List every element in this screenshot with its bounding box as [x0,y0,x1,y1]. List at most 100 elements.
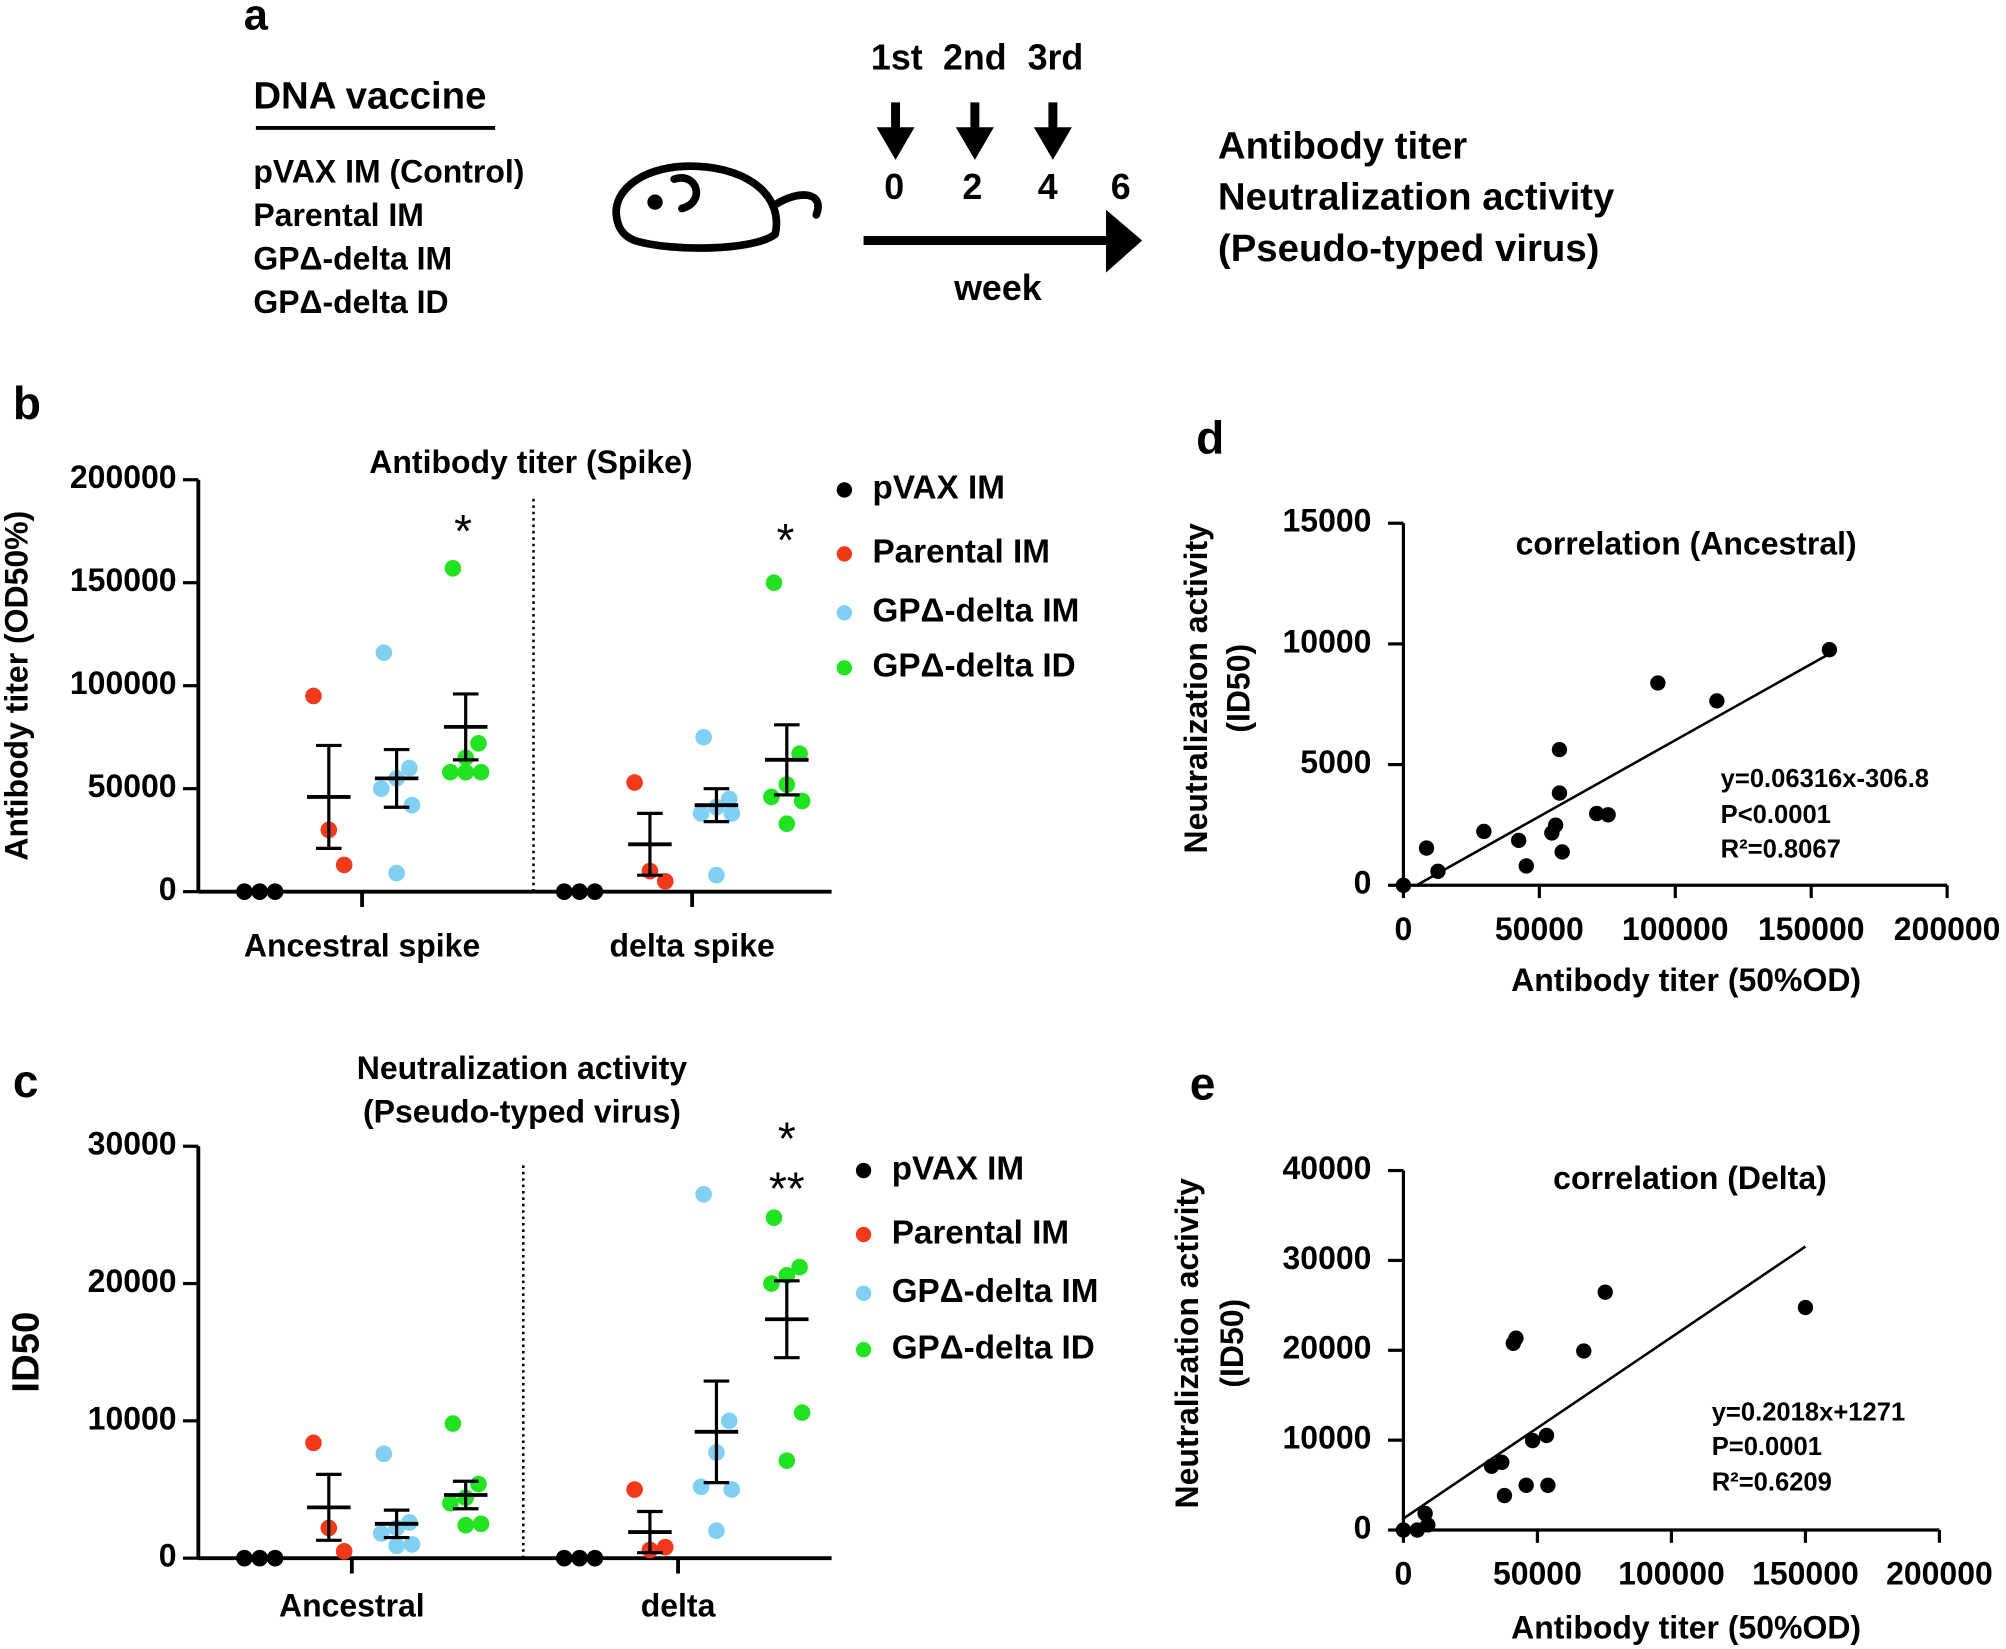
data-dot [266,1549,284,1567]
data-dot [793,792,811,810]
legend-label: pVAX IM [873,470,1005,507]
chart-title: correlation (Ancestral) [1516,526,1857,562]
data-dot [305,687,322,705]
data-point [1417,1505,1433,1522]
y-tick-label: 150000 [70,562,177,598]
chart-title: correlation (Delta) [1553,1160,1827,1196]
data-dot [472,1515,490,1533]
data-dot [457,763,475,781]
data-point [1709,693,1725,709]
data-point [1576,1343,1592,1359]
x-tick-label: delta [641,1588,716,1624]
y-tick-label: 10000 [1283,1420,1372,1456]
data-dot [692,1478,710,1496]
data-dot [266,883,284,900]
legend-marker [855,1162,872,1179]
data-dot [571,883,588,900]
legend-marker [836,660,853,676]
panel-label: a [244,0,269,39]
group-label: GPΔ-delta IM [253,240,452,276]
data-dot [695,728,712,746]
y-tick-label: 5000 [1300,744,1371,780]
data-dot [375,644,393,662]
y-tick-label: 200000 [70,459,177,495]
data-dot [388,1537,405,1555]
data-dot [695,1185,712,1203]
data-dot [470,1475,487,1493]
data-dot [720,1412,738,1430]
y-tick-label: 0 [1354,1509,1372,1545]
data-point [1547,817,1564,833]
week-label: week [953,268,1042,308]
data-dot [403,1536,421,1553]
data-point [1395,877,1412,893]
y-tick-label: 10000 [88,1400,177,1436]
data-dot [335,1542,353,1560]
data-point [1524,1432,1541,1449]
x-tick-label: 50000 [1493,1556,1582,1592]
data-dot [778,1452,796,1469]
equation: P<0.0001 [1721,801,1831,829]
data-point [1551,741,1568,758]
data-point [1511,832,1527,849]
data-dot [793,1404,811,1421]
equation: P=0.0001 [1712,1433,1822,1461]
data-dot [586,883,604,900]
dose-label: 1st [871,38,923,78]
x-tick-label: 0 [1395,1556,1413,1592]
data-dot [335,856,353,874]
panel-label: d [1196,412,1224,464]
y-axis-label: Antibody titer (OD50%) [0,511,35,861]
data-point [1600,807,1616,823]
fit-line [1415,652,1831,887]
dose-label: 3rd [1028,38,1084,78]
data-point [1420,1517,1436,1533]
data-dot [442,763,459,781]
y-tick-label: 30000 [1283,1240,1372,1276]
panel-label: e [1190,1058,1216,1110]
data-dot [444,559,462,577]
legend-marker [855,1226,872,1243]
data-point [1538,1427,1555,1444]
data-dot [765,574,783,592]
legend-marker [855,1341,872,1358]
significance: * [778,1113,796,1165]
mouse-icon [612,162,822,252]
readout: Neutralization activity [1218,176,1615,219]
y-axis-label: ID50 [4,1312,47,1393]
data-dot [626,1481,643,1498]
x-tick-label: 0 [1395,911,1413,947]
data-point [1418,840,1435,856]
significance: * [454,505,472,557]
data-dot [236,883,253,900]
x-tick-label: Ancestral spike [244,927,480,963]
y-axis-label: (ID50) [1214,1299,1250,1388]
x-tick-label: 100000 [1618,1556,1725,1592]
data-dot [720,790,738,808]
data-point [1554,844,1570,860]
data-dot [626,774,643,791]
y-tick-label: 20000 [88,1263,177,1299]
legend-label: GPΔ-delta ID [873,648,1076,685]
data-point [1589,805,1605,822]
data-dot [251,1549,269,1567]
data-dot [236,1549,253,1567]
x-tick-label: 150000 [1758,911,1865,947]
readout: Antibody titer [1218,125,1467,168]
panel-label: c [13,1055,39,1107]
y-tick-label: 0 [159,1538,177,1574]
y-axis-label: Neutralization activity [1169,1178,1205,1509]
legend-label: pVAX IM [892,1150,1024,1187]
data-dot [763,788,780,806]
x-axis-label: Antibody titer (50%OD) [1511,1609,1861,1645]
data-point [1518,858,1534,874]
legend-label: GPΔ-delta ID [892,1329,1095,1366]
equation: y=0.2018x+1271 [1712,1398,1905,1426]
data-point [1518,1477,1534,1493]
legend-marker [836,546,853,562]
week-number: 4 [1038,167,1058,207]
panel-label: b [13,377,41,429]
equation: R²=0.8067 [1721,835,1841,863]
